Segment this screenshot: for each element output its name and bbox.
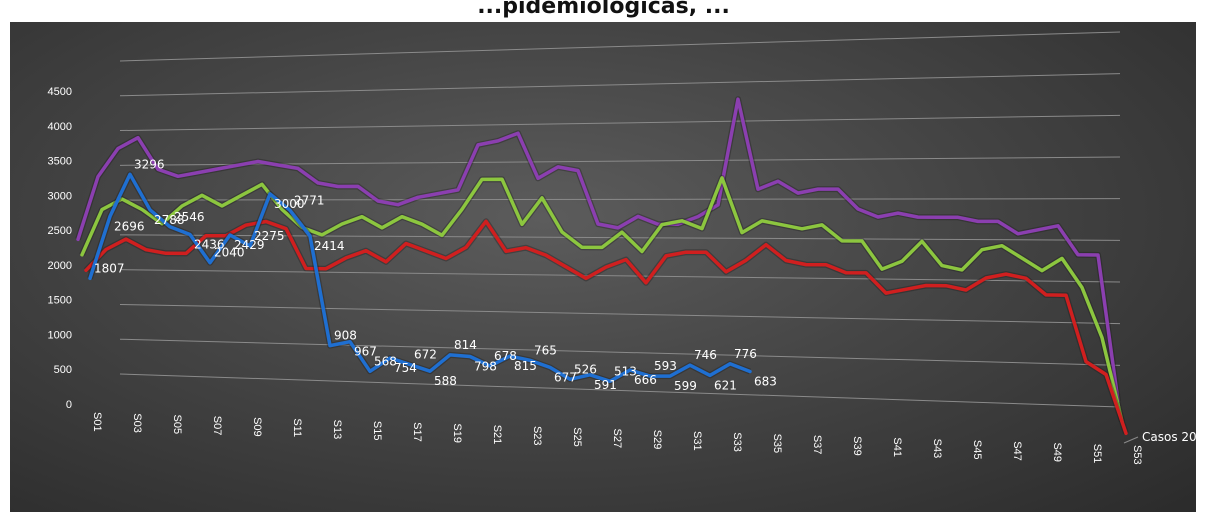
y-axis-ticks: 0 500 1000 1500 2000 2500 3000 3500 4000 4500: [48, 86, 72, 411]
data-label: 1807: [94, 261, 125, 275]
gridline: [119, 338, 1121, 366]
y-tick-label: 4500: [48, 86, 72, 98]
gridlines: [119, 31, 1121, 408]
data-label: 593: [654, 359, 677, 373]
gridline: [119, 373, 1121, 408]
x-tick-label: S37: [811, 435, 823, 455]
data-label: 678: [494, 349, 517, 363]
y-tick-label: 1000: [48, 329, 72, 341]
data-label: 798: [474, 360, 497, 374]
x-tick-label: S17: [411, 422, 423, 442]
data-label: 526: [574, 362, 597, 376]
x-tick-label: S51: [1091, 444, 1103, 464]
data-label: 2788: [154, 213, 185, 227]
legend: Casos 2020: [1123, 430, 1196, 444]
gridline: [119, 31, 1121, 62]
y-tick-label: 2500: [48, 225, 72, 237]
x-tick-label: S47: [1011, 441, 1023, 461]
data-label: 765: [534, 343, 557, 357]
gridline: [119, 156, 1121, 166]
data-label: 2546: [174, 210, 205, 224]
data-label: 2696: [114, 219, 145, 233]
data-label: 814: [454, 338, 477, 352]
data-label: 2275: [254, 229, 285, 243]
gridline: [119, 269, 1121, 283]
x-tick-label: S21: [491, 425, 503, 445]
line-chart-3d: 0 500 1000 1500 2000 2500 3000 3500 4000 4500 S01…: [48, 31, 1196, 465]
x-tick-label: S43: [931, 439, 943, 459]
x-tick-label: S33: [731, 432, 743, 452]
gridline: [119, 198, 1121, 201]
data-label: 754: [394, 361, 417, 375]
gridline: [119, 234, 1121, 241]
x-tick-label: S23: [531, 426, 543, 446]
plot-area: 0 500 1000 1500 2000 2500 3000 3500 4000 4500 S01…: [10, 22, 1196, 512]
data-label: 591: [594, 378, 617, 392]
gridline: [119, 303, 1121, 325]
data-label: 3000: [274, 197, 305, 211]
data-label: 666: [634, 373, 657, 387]
y-tick-label: 500: [54, 364, 72, 376]
x-tick-label: S27: [611, 429, 623, 449]
y-tick-label: 0: [66, 399, 72, 411]
x-tick-label: S01: [91, 412, 103, 432]
data-label: 621: [714, 378, 737, 392]
x-tick-label: S49: [1051, 442, 1063, 462]
y-tick-label: 3000: [48, 190, 72, 202]
legend-label: Casos 2020: [1142, 430, 1196, 444]
gridline: [119, 73, 1121, 97]
data-label: 588: [434, 374, 457, 388]
x-tick-label: S41: [891, 437, 903, 457]
x-tick-label: S39: [851, 436, 863, 456]
x-tick-label: S35: [771, 434, 783, 454]
x-tick-label: S07: [211, 416, 223, 436]
x-tick-label: S03: [131, 413, 143, 433]
data-label: 815: [514, 359, 537, 373]
x-tick-label: S45: [971, 440, 983, 460]
data-label: 2429: [234, 238, 265, 252]
data-label: 2771: [294, 193, 325, 207]
x-tick-label: S09: [251, 417, 263, 437]
x-axis-ticks: S01 S03 S05 S07 S09 S11 S13 S15 S17 S19 S21 S23 S25 S…: [91, 412, 1143, 465]
data-label: 2040: [214, 246, 245, 260]
data-label: 672: [414, 348, 437, 362]
data-label: 677: [554, 370, 577, 384]
x-tick-label: S13: [331, 420, 343, 440]
data-label: 513: [614, 364, 637, 378]
data-label: 599: [674, 379, 697, 393]
y-tick-label: 1500: [48, 295, 72, 307]
chart-title: ...pidemiológicas, ...: [477, 0, 730, 19]
gridline: [119, 114, 1121, 132]
data-label: 746: [694, 348, 717, 362]
x-tick-label: S29: [651, 430, 663, 450]
x-tick-label: S53: [1131, 445, 1143, 465]
x-tick-label: S31: [691, 431, 703, 451]
data-label: 3296: [134, 157, 165, 171]
data-label: 908: [334, 329, 357, 343]
series-line: [76, 97, 1120, 403]
x-tick-label: S15: [371, 421, 383, 441]
y-tick-label: 2000: [48, 260, 72, 272]
data-label: 2436: [194, 238, 225, 252]
series-line: [88, 172, 752, 384]
data-label: 967: [354, 345, 377, 359]
x-tick-label: S11: [291, 418, 303, 437]
x-tick-label: S05: [171, 415, 183, 435]
series-line: [80, 176, 1124, 424]
data-label: 776: [734, 347, 757, 361]
data-label: 683: [754, 374, 777, 388]
x-tick-label: S25: [571, 427, 583, 447]
x-tick-label: S19: [451, 423, 463, 443]
y-tick-label: 4000: [48, 121, 72, 133]
y-tick-label: 3500: [48, 156, 72, 168]
legend-tick: [1123, 436, 1139, 444]
data-label: 568: [374, 354, 397, 368]
data-label: 2414: [314, 239, 345, 253]
series-lines: [75, 96, 1129, 436]
